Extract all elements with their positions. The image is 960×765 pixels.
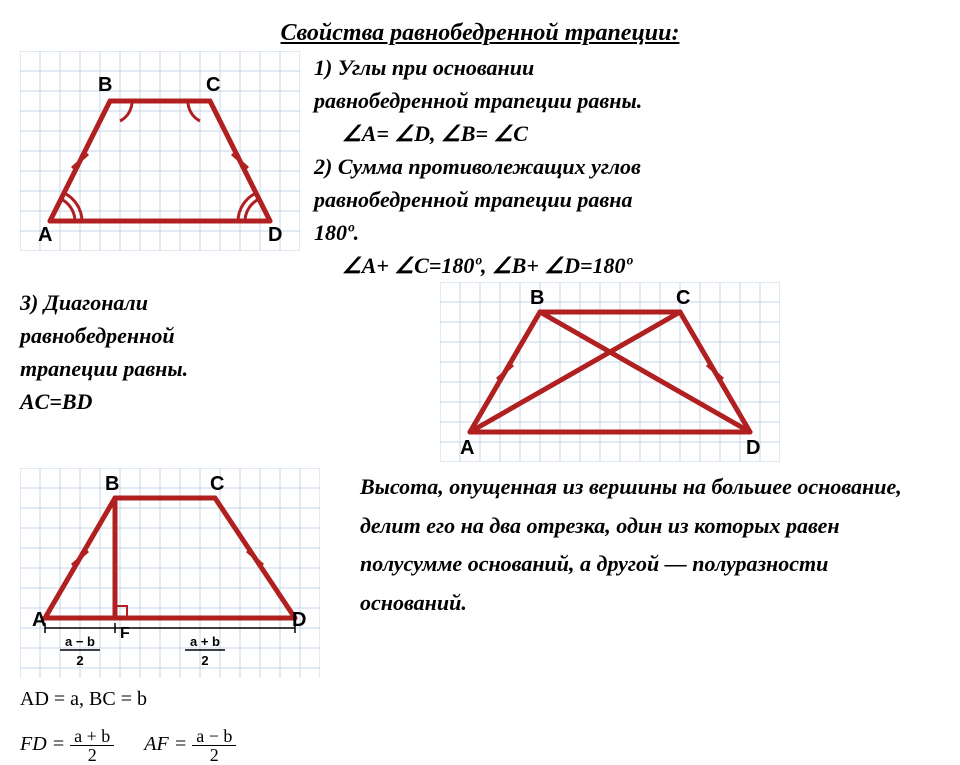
vertex-a2: A — [460, 437, 474, 459]
prop2-eq: ∠A+ ∠C=180º, ∠B+ ∠D=180º — [342, 249, 642, 282]
prop1-line2: равнобедренной трапеции равны. — [314, 84, 642, 117]
page-title: Свойства равнобедренной трапеции: — [20, 20, 940, 47]
vertex-c3: C — [210, 473, 224, 495]
seg-plus-num: a + b — [190, 634, 220, 649]
prop2-line2: равнобедренной трапеции равна — [314, 183, 642, 216]
vertex-c2: C — [676, 287, 690, 309]
prop1-line1: 1) Углы при основании — [314, 51, 642, 84]
vertex-d2: D — [746, 437, 760, 459]
prop2-line3: 180º. — [314, 216, 642, 249]
seg-minus-den: 2 — [76, 653, 83, 668]
prop3-line3: трапеции равны. — [20, 352, 320, 385]
af-num: a − b — [192, 727, 236, 746]
height-paragraph: Высота, опущенная из вершины на большее … — [360, 468, 940, 622]
prop3-line2: равнобедренной — [20, 319, 320, 352]
fd-lhs: FD = — [20, 733, 65, 755]
vertex-d: D — [268, 224, 282, 246]
vertex-c: C — [206, 74, 220, 96]
seg-plus-den: 2 — [201, 653, 208, 668]
af-lhs: AF = — [144, 733, 187, 755]
prop1-eq: ∠A= ∠D, ∠B= ∠C — [342, 117, 642, 150]
vertex-b3: B — [105, 473, 119, 495]
vertex-a: A — [38, 224, 52, 246]
prop3-line4: AC=BD — [20, 385, 320, 418]
vertex-b: B — [98, 74, 112, 96]
prop3-line1: 3) Диагонали — [20, 286, 320, 319]
diagram-trapezoid-diagonals: A B C D — [440, 282, 780, 462]
vertex-b2: B — [530, 287, 544, 309]
diagram-trapezoid-height: A B C D F a − b 2 a + b 2 — [20, 468, 340, 678]
fd-num: a + b — [70, 727, 114, 746]
notation-line: AD = a, BC = b — [20, 688, 340, 711]
fd-den: 2 — [70, 746, 114, 764]
af-den: 2 — [192, 746, 236, 764]
diagram-trapezoid-angles: A B C D — [20, 51, 300, 251]
seg-minus-num: a − b — [65, 634, 95, 649]
prop2-line1: 2) Сумма противолежащих углов — [314, 150, 642, 183]
